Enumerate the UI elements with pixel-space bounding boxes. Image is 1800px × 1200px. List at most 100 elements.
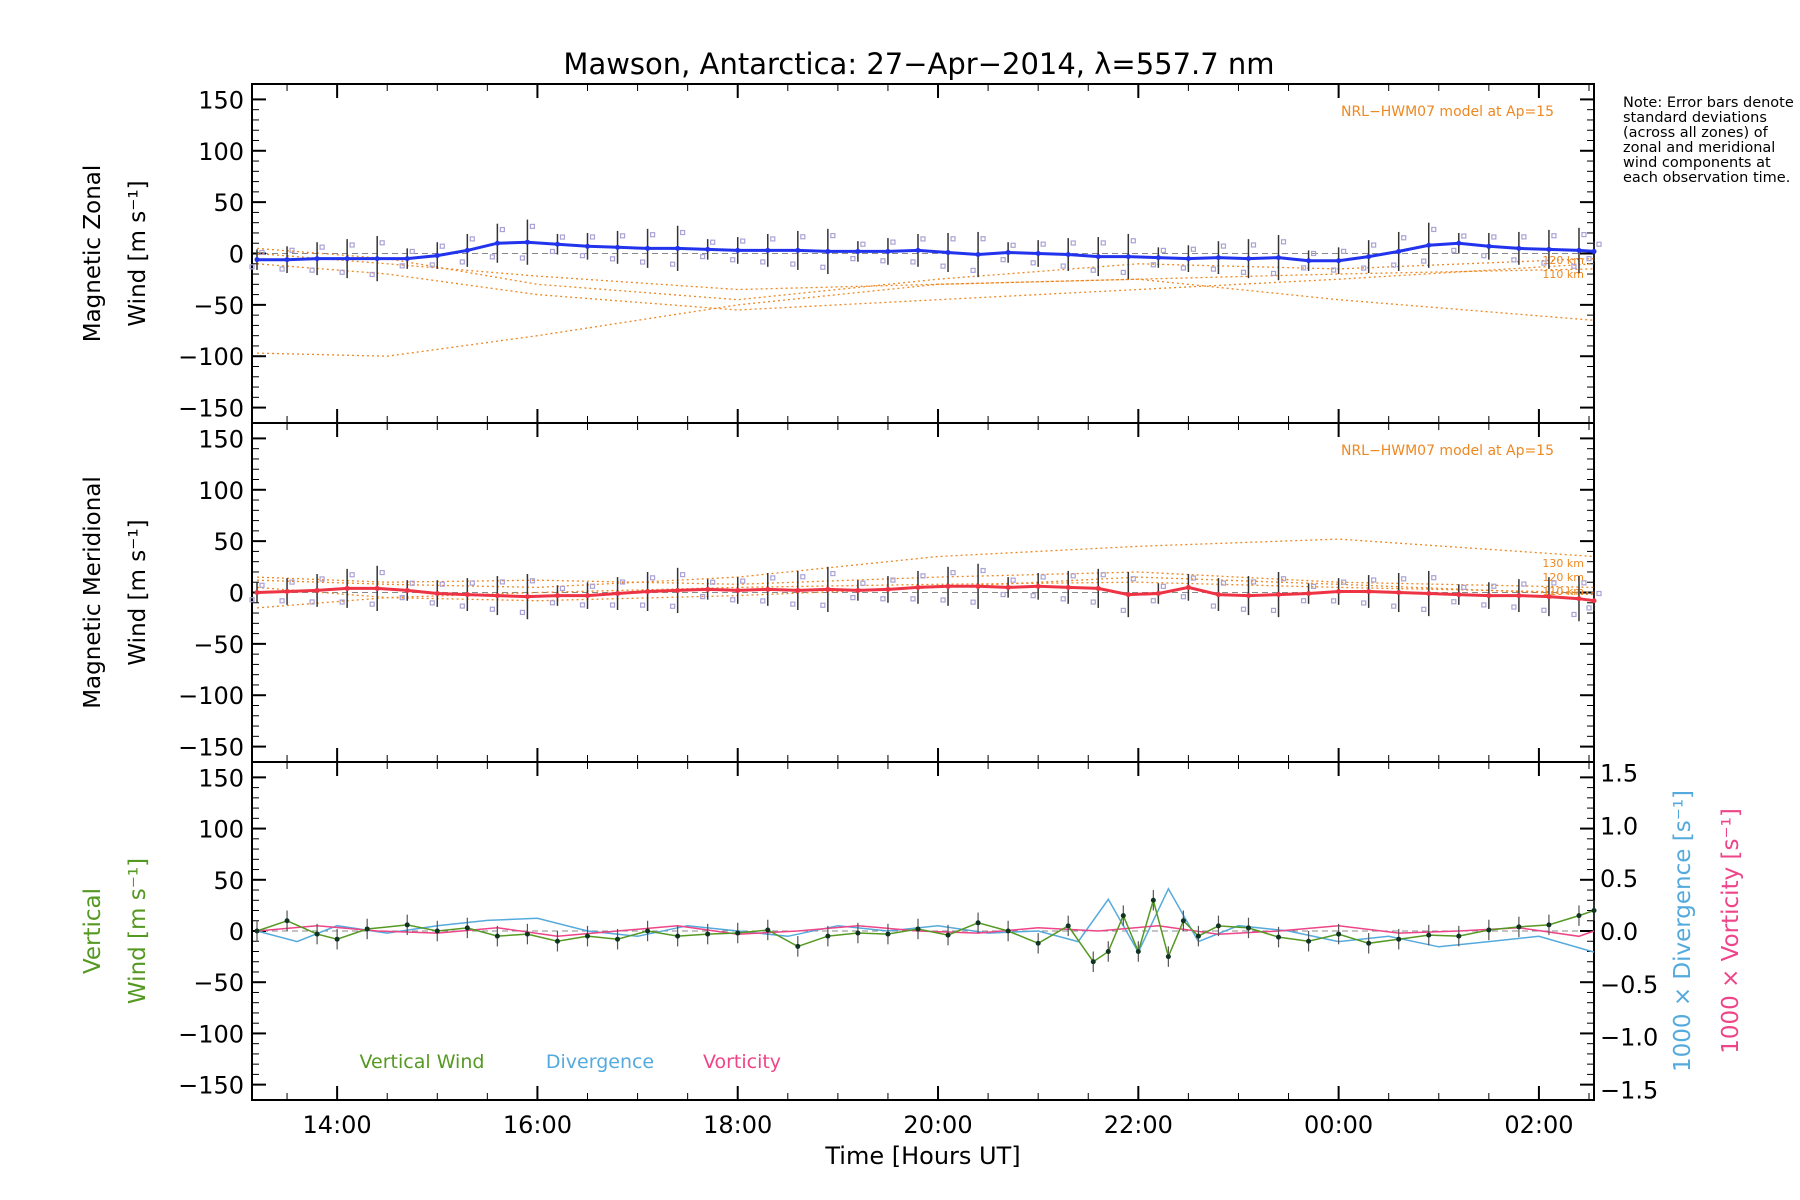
- data-point: [1005, 584, 1011, 590]
- zone-point: [1421, 606, 1427, 612]
- data-point: [314, 931, 320, 937]
- data-point: [1576, 596, 1582, 602]
- data-point: [1366, 940, 1372, 946]
- data-point: [915, 247, 921, 253]
- data-point: [1306, 258, 1312, 264]
- zone-point: [1040, 574, 1046, 580]
- data-point: [434, 591, 440, 597]
- zone-point: [1180, 594, 1186, 600]
- y-tick-label: −50: [193, 631, 244, 659]
- model-curve-label: 110 km: [1542, 268, 1584, 281]
- zone-point: [579, 602, 586, 608]
- panel-meridional: 150 100 50 0 −50 −100 −150 Magnetic Meridional W…: [80, 422, 1602, 763]
- zone-point: [439, 243, 445, 249]
- zone-point: [1180, 265, 1186, 271]
- zone-point: [1240, 606, 1247, 612]
- data-point: [1245, 593, 1251, 599]
- zone-point: [1040, 241, 1046, 247]
- zone-point: [670, 603, 676, 609]
- zone-point: [1210, 603, 1217, 609]
- zone-point: [409, 580, 415, 586]
- zone-point: [940, 597, 946, 603]
- data-point: [645, 245, 651, 251]
- zone-point: [1150, 262, 1156, 268]
- zone-point: [309, 599, 315, 605]
- zone-point: [1331, 267, 1337, 273]
- data-point: [945, 249, 951, 255]
- zone-point: [279, 266, 285, 272]
- data-point: [1426, 242, 1432, 248]
- zone-point: [1391, 603, 1397, 609]
- zone-point: [970, 599, 976, 605]
- zone-point: [760, 598, 766, 604]
- data-point: [975, 920, 981, 926]
- zone-point: [1586, 605, 1592, 611]
- data-point: [254, 928, 260, 934]
- data-point: [1306, 938, 1312, 944]
- zone-point: [1130, 576, 1136, 582]
- zone-point: [1571, 611, 1577, 618]
- y-tick-label: −150: [178, 1072, 244, 1100]
- data-point: [1486, 927, 1492, 933]
- data-point: [1516, 924, 1522, 930]
- data-point: [374, 256, 380, 262]
- zone-point: [279, 598, 285, 604]
- data-point: [1035, 583, 1041, 589]
- zone-point: [499, 226, 505, 233]
- data-point: [284, 257, 290, 263]
- zone-point: [1341, 248, 1347, 254]
- zone-point: [1190, 246, 1196, 252]
- zone-point: [309, 267, 315, 273]
- data-point: [1215, 592, 1221, 598]
- zone-point: [639, 259, 646, 265]
- zone-point: [1521, 581, 1527, 587]
- model-curve: [256, 538, 1595, 589]
- x-tick-label: 22:00: [1104, 1111, 1173, 1139]
- zone-point: [820, 602, 826, 608]
- zone-point: [1210, 266, 1217, 272]
- data-point: [1576, 247, 1582, 253]
- data-point: [1276, 592, 1282, 598]
- zone-point: [1280, 576, 1287, 582]
- y-tick-label: −100: [178, 343, 244, 371]
- zone-point: [940, 263, 946, 269]
- data-point: [314, 256, 320, 262]
- data-point: [1336, 931, 1342, 937]
- zone-point: [469, 236, 475, 242]
- zone-point: [399, 263, 405, 269]
- zone-point: [1150, 598, 1156, 604]
- y-axis-label: Vertical: [80, 888, 106, 974]
- y-tick-label: 150: [198, 425, 244, 453]
- zone-point: [1401, 235, 1407, 241]
- y-tick-label: 100: [198, 477, 244, 505]
- zone-point: [1491, 234, 1497, 240]
- data-point: [1035, 940, 1041, 946]
- zone-point: [1551, 233, 1557, 239]
- zone-point: [369, 271, 375, 278]
- zone-point: [710, 579, 716, 585]
- zone-point: [800, 234, 806, 240]
- data-point: [1591, 908, 1597, 914]
- data-point: [1135, 948, 1141, 954]
- zone-point: [559, 234, 566, 240]
- zone-point: [730, 257, 736, 263]
- data-point: [1426, 932, 1432, 938]
- zone-point: [980, 236, 986, 242]
- zone-point: [860, 580, 866, 586]
- y-axis-label: Wind [m s⁻¹]: [125, 180, 151, 326]
- data-point: [1090, 959, 1096, 965]
- data-point: [795, 587, 801, 593]
- zone-point: [429, 600, 435, 606]
- data-point: [494, 593, 500, 599]
- y-tick-label: 100: [198, 816, 244, 844]
- data-point: [254, 257, 260, 263]
- zone-point: [649, 232, 656, 238]
- zone-point: [820, 264, 826, 270]
- zone-point: [349, 572, 355, 578]
- zone-point: [1481, 602, 1487, 608]
- zone-point: [800, 574, 806, 580]
- data-point: [1095, 585, 1101, 591]
- zone-point: [639, 602, 646, 608]
- data-point: [975, 583, 981, 589]
